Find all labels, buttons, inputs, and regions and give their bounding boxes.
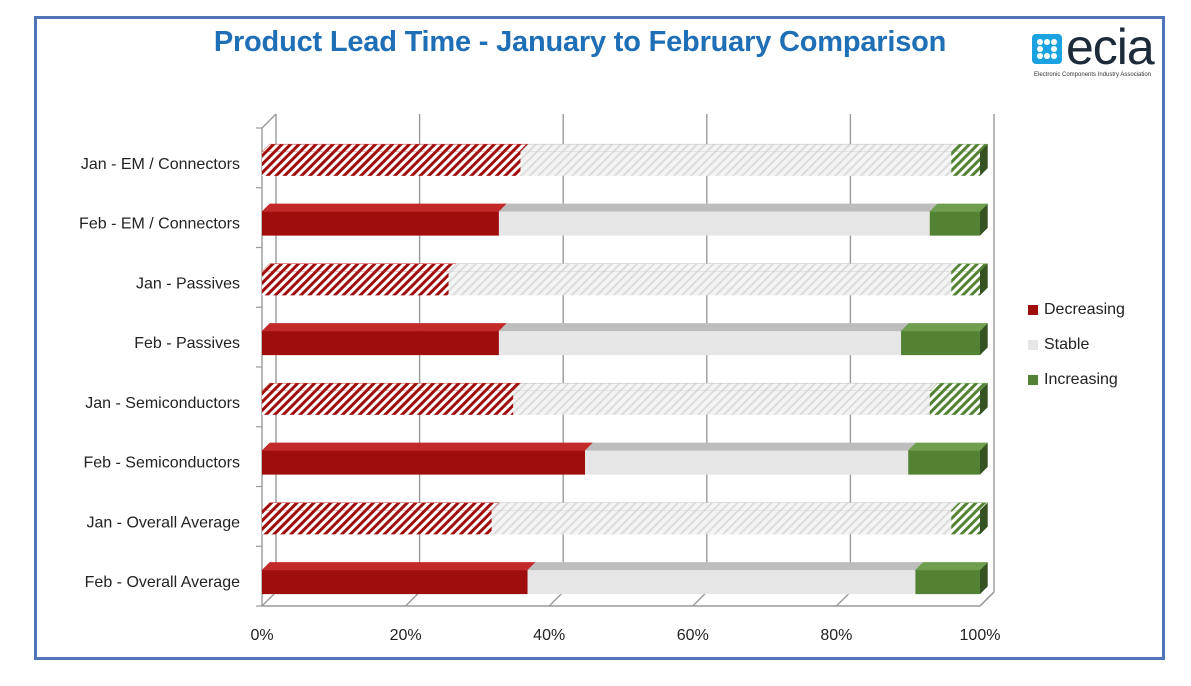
category-label: Jan - Passives — [136, 275, 240, 292]
bar-segment-stable — [498, 211, 930, 236]
bar-top-increasing — [914, 562, 989, 571]
ecia-logo-tagline: Electronic Components Industry Associati… — [1034, 72, 1152, 78]
bar-top-stable — [498, 323, 910, 332]
legend-label-increasing: Increasing — [1044, 370, 1118, 388]
legend-item-stable: Stable — [1028, 327, 1125, 362]
x-tick-label: 60% — [677, 627, 709, 644]
bar-segment-increasing — [951, 271, 980, 296]
bar-top-increasing — [929, 382, 989, 392]
category-label: Jan - Semiconductors — [85, 395, 240, 412]
bar-segment-stable — [585, 450, 909, 475]
floor-gridline — [261, 591, 277, 607]
ecia-logo-word: ecia — [1066, 19, 1155, 75]
tick-labels: 0% 20% 40% 60% 80% 100% — [250, 627, 1000, 644]
bar-top-stable — [448, 263, 960, 272]
category-label: Jan - Overall Average — [86, 514, 240, 531]
x-tick-label: 0% — [250, 627, 273, 644]
category-label: Feb - Semiconductors — [83, 455, 240, 472]
bar-side-increasing — [980, 263, 988, 296]
bar-top-stable — [498, 203, 939, 212]
bar-side-increasing — [980, 383, 988, 415]
bar-top-decreasing — [261, 203, 508, 212]
bar-side-increasing — [980, 562, 988, 595]
bar-segment-increasing — [901, 331, 980, 356]
bars-layer — [261, 143, 989, 595]
bar-segment-decreasing — [262, 271, 449, 296]
floor-gridline — [405, 591, 421, 607]
bar-segment-stable — [527, 570, 916, 595]
bar-segment-stable — [520, 151, 952, 176]
legend-swatch-decreasing — [1028, 304, 1038, 315]
ecia-logo: ecia Electronic Components Industry Asso… — [1032, 19, 1160, 84]
bar-segment-decreasing — [262, 510, 492, 535]
bar-segment-decreasing — [262, 211, 499, 236]
bar-side-increasing — [980, 203, 988, 236]
category-label: Feb - Passives — [134, 335, 240, 352]
bar-top-decreasing — [261, 382, 522, 392]
bar-top-increasing — [900, 323, 989, 332]
bar-top-decreasing — [261, 323, 508, 332]
category-label: Feb - Overall Average — [85, 574, 240, 591]
bar-segment-decreasing — [262, 450, 586, 475]
bar-segment-decreasing — [262, 331, 499, 356]
bar-segment-increasing — [951, 151, 980, 176]
bar-top-stable — [512, 382, 939, 392]
bar-segment-decreasing — [262, 390, 514, 415]
legend-item-increasing: Increasing — [1028, 362, 1125, 397]
floor-gridline — [548, 591, 564, 607]
bar-side-increasing — [980, 323, 988, 356]
bar-segment-decreasing — [262, 570, 528, 595]
legend: Decreasing Stable Increasing — [1028, 292, 1125, 397]
floor-right-edge — [979, 591, 995, 607]
bar-top-decreasing — [261, 442, 594, 451]
bar-segment-stable — [498, 331, 902, 356]
category-label: Feb - EM / Connectors — [79, 216, 240, 233]
bar-side-increasing — [980, 502, 988, 535]
category-label: Jan - EM / Connectors — [81, 156, 240, 173]
floor-gridline — [692, 591, 708, 607]
chart-title: Product Lead Time - January to February … — [213, 26, 947, 58]
bar-segment-increasing — [915, 570, 980, 595]
bar-top-stable — [527, 562, 924, 571]
bar-segment-stable — [448, 271, 952, 296]
bar-top-decreasing — [261, 143, 529, 153]
bar-top-decreasing — [261, 263, 457, 272]
x-tick-label: 100% — [960, 627, 1001, 644]
bar-top-stable — [491, 502, 960, 511]
legend-label-decreasing: Decreasing — [1044, 300, 1125, 318]
category-labels: Jan - EM / Connectors Feb - EM / Connecto… — [79, 156, 240, 591]
x-tick-label: 80% — [820, 627, 852, 644]
legend-swatch-increasing — [1028, 374, 1038, 385]
x-tick-label: 20% — [390, 627, 422, 644]
bar-top-stable — [584, 442, 917, 451]
legend-label-stable: Stable — [1044, 335, 1090, 353]
bar-segment-decreasing — [262, 151, 521, 176]
bar-top-stable — [519, 143, 960, 153]
bar-top-increasing — [907, 442, 989, 451]
bar-segment-increasing — [929, 390, 980, 415]
bar-top-decreasing — [261, 502, 501, 511]
bar-segment-increasing — [908, 450, 980, 475]
bar-segment-increasing — [951, 510, 980, 535]
x-tick-label: 40% — [533, 627, 565, 644]
wall-top-edge — [261, 113, 277, 129]
bar-side-increasing — [980, 442, 988, 475]
bar-segment-increasing — [929, 211, 980, 236]
floor-gridline — [835, 591, 851, 607]
legend-item-decreasing: Decreasing — [1028, 292, 1125, 327]
bar-top-increasing — [929, 203, 989, 212]
bar-side-increasing — [980, 144, 988, 176]
ecia-logo-mark-icon — [1032, 34, 1062, 64]
legend-swatch-stable — [1028, 339, 1038, 350]
bar-top-decreasing — [261, 562, 536, 571]
bar-segment-stable — [513, 390, 930, 415]
bar-segment-stable — [491, 510, 952, 535]
